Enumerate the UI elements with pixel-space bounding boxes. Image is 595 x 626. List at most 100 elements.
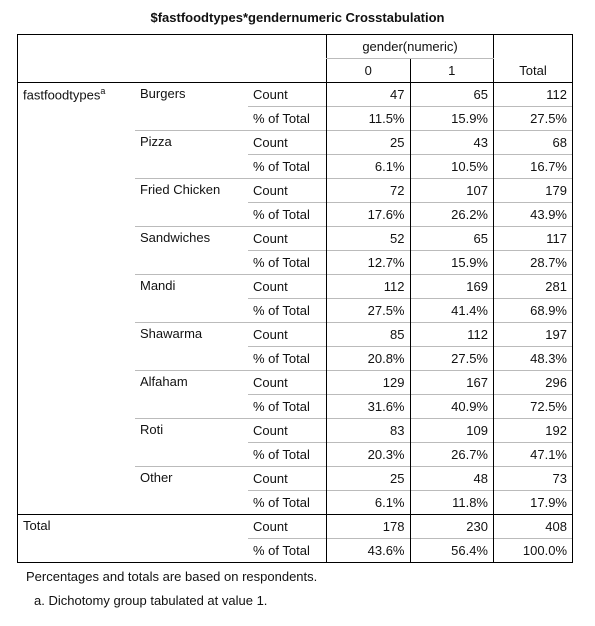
stat-label: % of Total [248,538,327,563]
cell-pct-0: 11.5% [326,106,410,131]
cell-count-1: 48 [409,466,494,491]
stat-label: Count [248,274,327,299]
cell-pct-0: 12.7% [326,250,410,275]
cell-pct-1: 40.9% [409,394,494,419]
cell-count-0: 129 [326,370,410,395]
cell-pct-0: 6.1% [326,154,410,179]
cell-count-0: 72 [326,178,410,203]
table-row: % of Total 31.6% 40.9% 72.5% [18,394,573,419]
total-count-total: 408 [493,514,573,539]
cell-count-1: 65 [409,226,494,251]
crosstab-table: gender(numeric) 0 1 Total fastfoodtypesa… [17,34,573,563]
cell-count-0: 52 [326,226,410,251]
cell-count-0: 85 [326,322,410,347]
stat-label: % of Total [248,250,327,275]
table-row: Alfaham Count 129 167 296 [18,370,573,419]
cell-pct-total: 16.7% [493,154,573,179]
stat-label: % of Total [248,490,327,515]
table-row: Other Count 25 48 73 [18,466,573,515]
table-row: % of Total 6.1% 10.5% 16.7% [18,154,573,179]
stat-label: % of Total [248,154,327,179]
table-row: % of Total 20.3% 26.7% 47.1% [18,442,573,467]
footnote-dichotomy: a. Dichotomy group tabulated at value 1. [34,593,268,608]
cell-pct-total: 72.5% [493,394,573,419]
col-header-total: Total [493,58,573,83]
category-label: Other [135,466,248,515]
category-label: Mandi [135,274,248,323]
cell-count-0: 83 [326,418,410,443]
cell-count-total: 68 [493,130,573,155]
stat-label: Count [248,514,327,539]
cell-count-0: 25 [326,130,410,155]
cell-pct-0: 31.6% [326,394,410,419]
cell-count-total: 179 [493,178,573,203]
total-count-0: 178 [326,514,410,539]
table-row: Mandi Count 112 169 281 [18,274,573,323]
table-row: Sandwiches Count 52 65 117 [18,226,573,275]
stat-label: Count [248,418,327,443]
cell-count-total: 73 [493,466,573,491]
cell-count-total: 192 [493,418,573,443]
table-row: % of Total 27.5% 41.4% 68.9% [18,298,573,323]
gender-header: gender(numeric) [326,34,494,59]
cell-count-0: 47 [326,82,410,107]
stat-label: % of Total [248,202,327,227]
cell-pct-total: 48.3% [493,346,573,371]
total-pct-1: 56.4% [409,538,494,563]
table-title: $fastfoodtypes*gendernumeric Crosstabula… [150,10,445,25]
cell-count-total: 281 [493,274,573,299]
total-count-1: 230 [409,514,494,539]
total-pct-total: 100.0% [493,538,573,563]
cell-count-total: 112 [493,82,573,107]
total-row: Total Count 178 230 408 [17,514,573,563]
col-header-0: 0 [326,58,410,83]
table-row: Roti Count 83 109 192 [18,418,573,467]
row-var-name: fastfoodtypes [23,87,101,103]
table-row: fastfoodtypesa Burgers Count 47 65 112 [17,82,573,515]
table-row: Shawarma Count 85 112 197 [18,322,573,371]
stat-label: Count [248,322,327,347]
category-label: Burgers [140,86,186,101]
table-row: % of Total 20.8% 27.5% 48.3% [18,346,573,371]
total-row: % of Total 43.6% 56.4% 100.0% [18,538,573,563]
cell-count-1: 65 [409,82,494,107]
cell-count-1: 112 [409,322,494,347]
cell-pct-1: 15.9% [409,250,494,275]
stat-label: Count [248,178,327,203]
stat-label: Count [248,226,327,251]
cell-pct-total: 43.9% [493,202,573,227]
table-row: % of Total 12.7% 15.9% 28.7% [18,250,573,275]
category-label: Fried Chicken [135,178,248,227]
cell-pct-0: 27.5% [326,298,410,323]
stat-label: % of Total [248,298,327,323]
cell-pct-1: 10.5% [409,154,494,179]
cell-pct-1: 27.5% [409,346,494,371]
stat-label: % of Total [248,106,327,131]
cell-pct-0: 20.8% [326,346,410,371]
stat-label: Count [248,466,327,491]
cell-pct-total: 47.1% [493,442,573,467]
col-header-1: 1 [409,58,494,83]
stat-label: % of Total [248,442,327,467]
cell-pct-0: 6.1% [326,490,410,515]
cell-count-total: 117 [493,226,573,251]
cell-count-1: 109 [409,418,494,443]
stat-label: % of Total [248,346,327,371]
header-row-2: 0 1 Total [17,58,573,83]
stat-label: Count [253,87,288,102]
cell-pct-1: 41.4% [409,298,494,323]
total-label: Total [17,514,248,563]
cell-count-1: 107 [409,178,494,203]
table-row: % of Total 6.1% 11.8% 17.9% [18,490,573,515]
cell-count-1: 167 [409,370,494,395]
cell-count-0: 25 [326,466,410,491]
header-row-1: gender(numeric) [17,34,573,59]
cell-pct-1: 11.8% [409,490,494,515]
category-label: Sandwiches [135,226,248,275]
total-pct-0: 43.6% [326,538,410,563]
cell-pct-0: 20.3% [326,442,410,467]
category-label: Pizza [135,130,248,179]
row-variable-label: fastfoodtypesa [17,82,135,515]
cell-count-1: 169 [409,274,494,299]
table-row: % of Total 11.5% 15.9% 27.5% [18,106,573,131]
